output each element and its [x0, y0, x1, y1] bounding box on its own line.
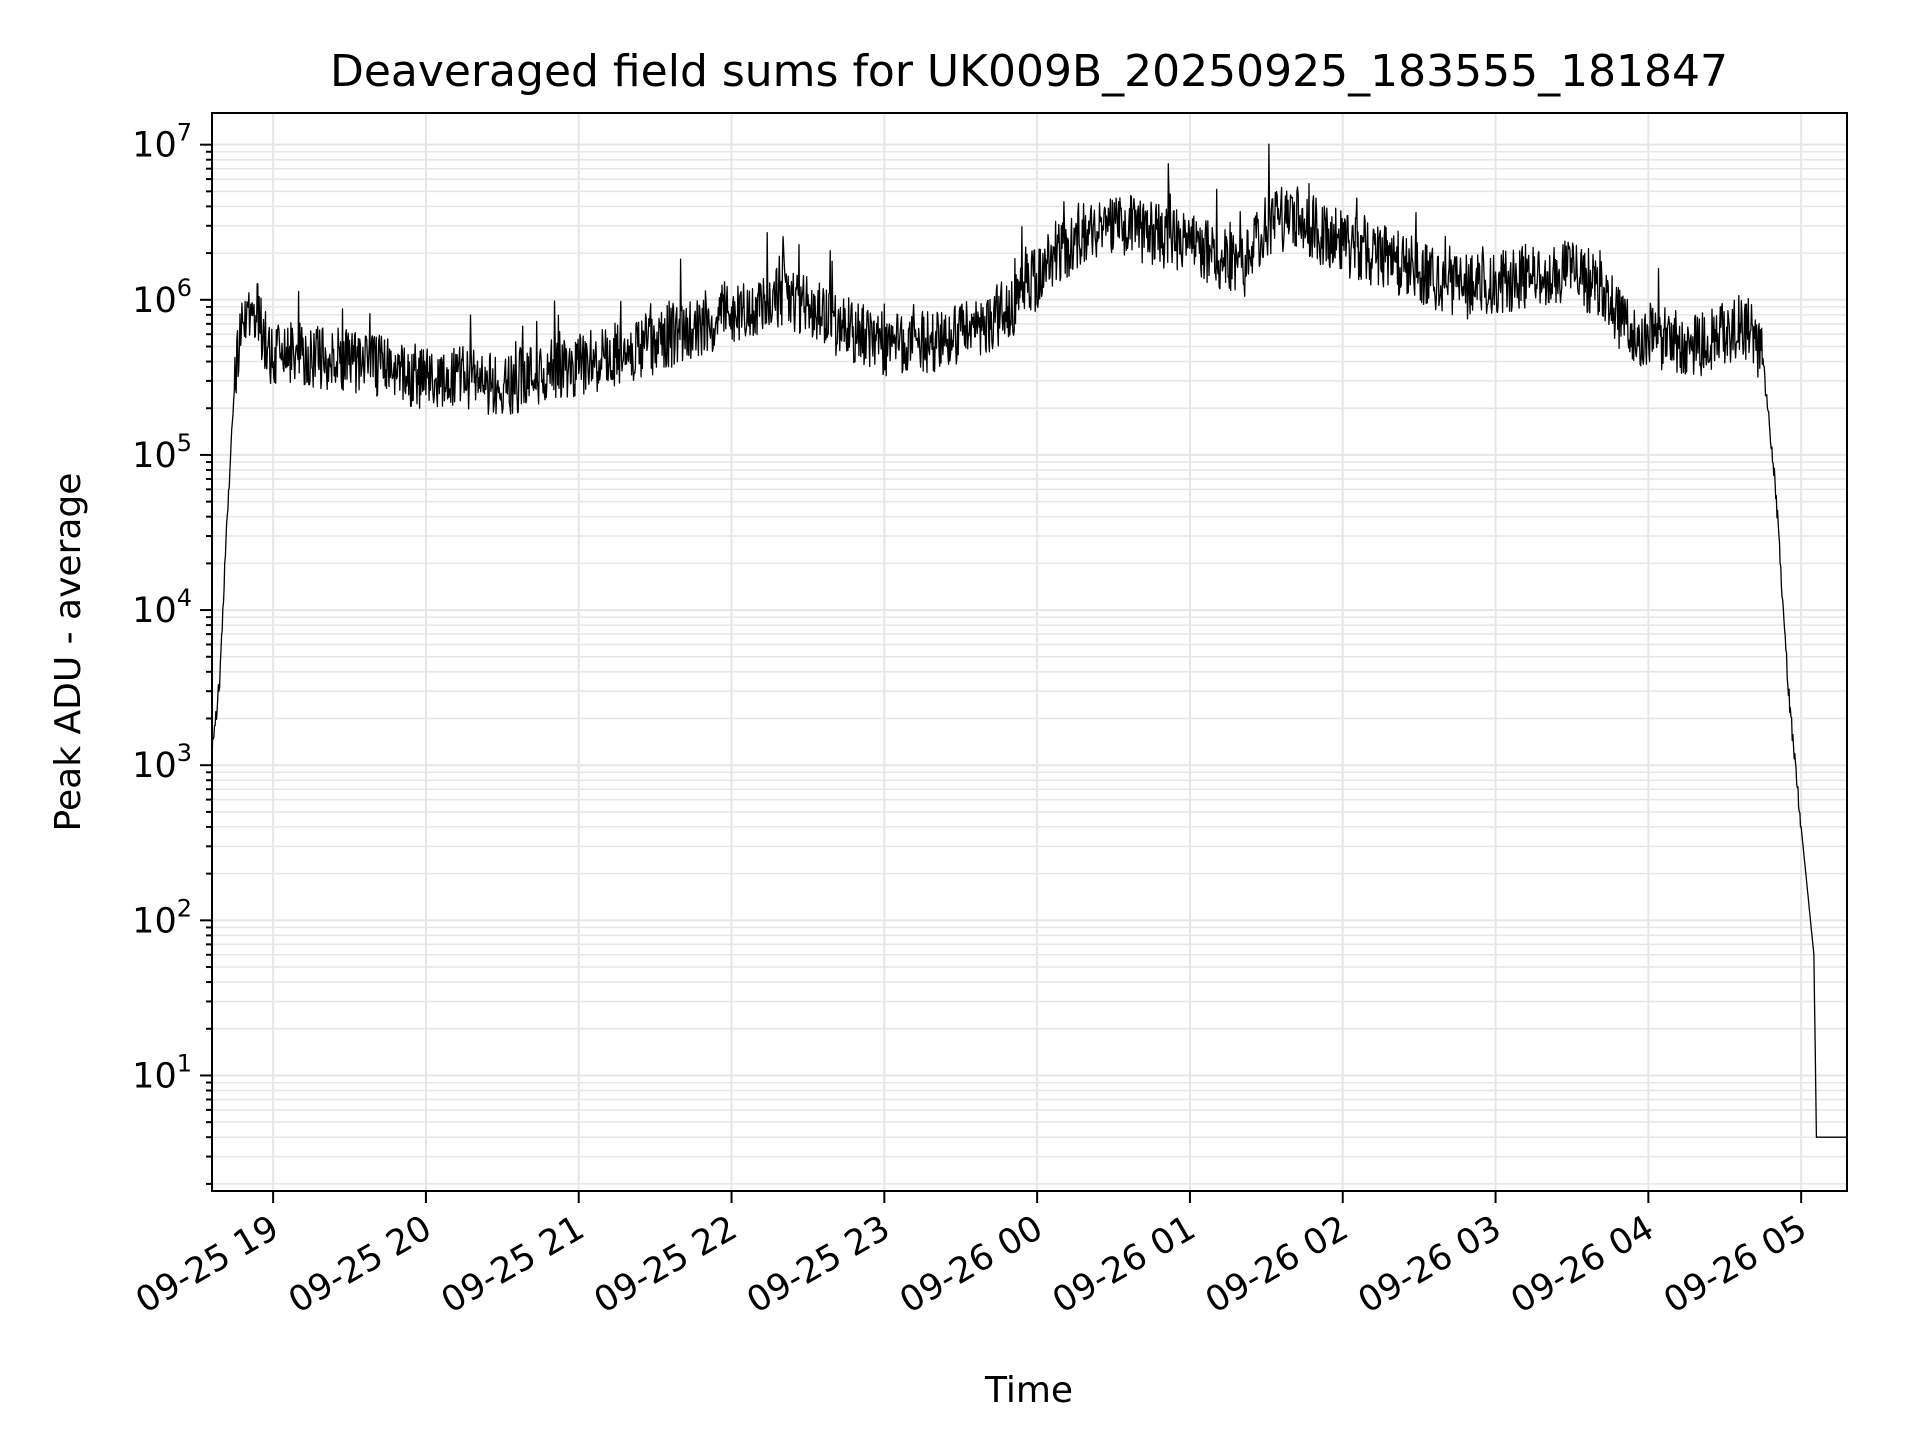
y-tick-label: 103 [132, 739, 192, 786]
plot-frame [211, 112, 1848, 1192]
y-tick-label: 101 [132, 1049, 192, 1096]
x-axis-label: Time [984, 1370, 1073, 1411]
chart-title: Deaveraged field sums for UK009B_2025092… [330, 46, 1728, 97]
y-tick-label: 102 [132, 894, 192, 941]
y-tick-label: 106 [132, 274, 192, 321]
y-axis-label: Peak ADU - average [48, 473, 89, 832]
y-tick-label: 107 [132, 119, 192, 166]
y-tick-label: 105 [132, 429, 192, 476]
y-tick-label: 104 [132, 584, 192, 631]
series-layer [211, 143, 1848, 1138]
series-line [211, 143, 1848, 1138]
